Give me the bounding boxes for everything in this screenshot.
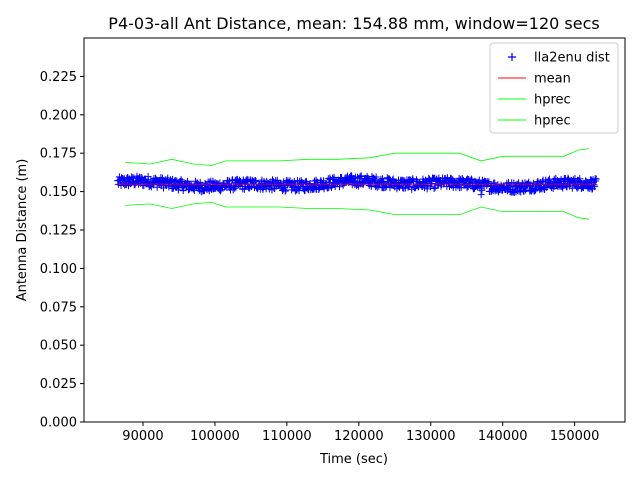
data-point-marker <box>557 175 565 183</box>
data-point-marker <box>463 184 471 192</box>
data-point-marker <box>550 175 558 183</box>
x-tick-label: 150000 <box>550 429 600 444</box>
y-tick-label: 0.175 <box>40 147 77 162</box>
data-point-marker <box>531 187 539 195</box>
data-point-marker <box>282 186 290 194</box>
data-point-marker <box>299 183 307 191</box>
outlier-marker <box>477 191 485 199</box>
data-point-marker <box>273 176 281 184</box>
data-point-marker <box>478 186 486 194</box>
y-tick-label: 0.125 <box>40 224 77 239</box>
x-axis: 90000 100000 110000 120000 130000 140000 15000… <box>122 422 599 444</box>
data-point-marker <box>430 184 438 192</box>
series-hprec-upper-line <box>124 148 590 166</box>
data-point-marker <box>520 188 528 196</box>
legend-entry-label: hprec <box>534 114 571 129</box>
data-point-marker <box>592 175 600 183</box>
data-point-marker <box>585 180 593 188</box>
series-lla2enu-dist <box>114 172 600 199</box>
y-tick-label: 0.025 <box>40 377 77 392</box>
data-point-marker <box>404 183 412 191</box>
data-point-marker <box>251 177 259 185</box>
data-point-marker <box>535 179 543 187</box>
y-tick-label: 0.050 <box>40 339 77 354</box>
data-point-marker <box>376 178 384 186</box>
data-point-marker <box>172 177 180 185</box>
legend-marker-lla2enu-dist <box>508 53 516 61</box>
data-point-marker <box>216 187 224 195</box>
y-tick-label: 0.075 <box>40 300 77 315</box>
data-point-marker <box>372 173 380 181</box>
data-point-marker <box>196 178 204 186</box>
data-point-marker <box>167 179 175 187</box>
x-tick-label: 110000 <box>262 429 312 444</box>
data-point-marker <box>177 176 185 184</box>
data-point-marker <box>467 175 475 183</box>
series-hprec-lower-line <box>124 201 590 220</box>
x-tick-label: 140000 <box>478 429 528 444</box>
chart-title: P4-03-all Ant Distance, mean: 154.88 mm,… <box>108 14 599 33</box>
data-point-marker <box>409 177 417 185</box>
data-point-marker <box>174 186 182 194</box>
y-tick-label: 0.150 <box>40 185 77 200</box>
x-tick-label: 130000 <box>406 429 456 444</box>
y-axis: 0.000 0.025 0.050 0.075 0.100 0.125 0.150 0.175… <box>40 70 84 431</box>
legend-entry-label: hprec <box>534 93 571 108</box>
x-tick-label: 120000 <box>334 429 384 444</box>
x-tick-label: 100000 <box>190 429 240 444</box>
y-tick-label: 0.000 <box>40 416 77 431</box>
data-point-marker <box>468 176 476 184</box>
y-tick-label: 0.100 <box>40 262 77 277</box>
y-tick-label: 0.200 <box>40 108 77 123</box>
data-point-marker <box>548 184 556 192</box>
series-layer <box>114 148 600 220</box>
outlier-marker <box>526 186 534 194</box>
data-point-marker <box>240 185 248 193</box>
legend-box <box>489 42 619 134</box>
data-point-marker <box>576 175 584 183</box>
data-point-marker <box>157 174 165 182</box>
x-axis-label: Time (sec) <box>319 452 388 467</box>
legend: lla2enu dist mean hprec hprec <box>489 42 619 134</box>
data-point-marker <box>231 184 239 192</box>
y-axis-label: Antenna Distance (m) <box>15 159 30 302</box>
data-point-marker <box>582 177 590 185</box>
data-point-marker <box>575 176 583 184</box>
data-point-marker <box>281 187 289 195</box>
data-point-marker <box>428 180 436 188</box>
data-point-marker <box>491 179 499 187</box>
data-point-marker <box>329 174 337 182</box>
legend-entry-label: lla2enu dist <box>534 51 610 66</box>
x-tick-label: 90000 <box>122 429 163 444</box>
data-point-marker <box>356 173 364 181</box>
data-point-marker <box>124 174 132 182</box>
data-point-marker <box>447 174 455 182</box>
legend-entry-label: mean <box>534 72 571 87</box>
y-tick-label: 0.225 <box>40 70 77 85</box>
data-point-marker <box>306 179 314 187</box>
